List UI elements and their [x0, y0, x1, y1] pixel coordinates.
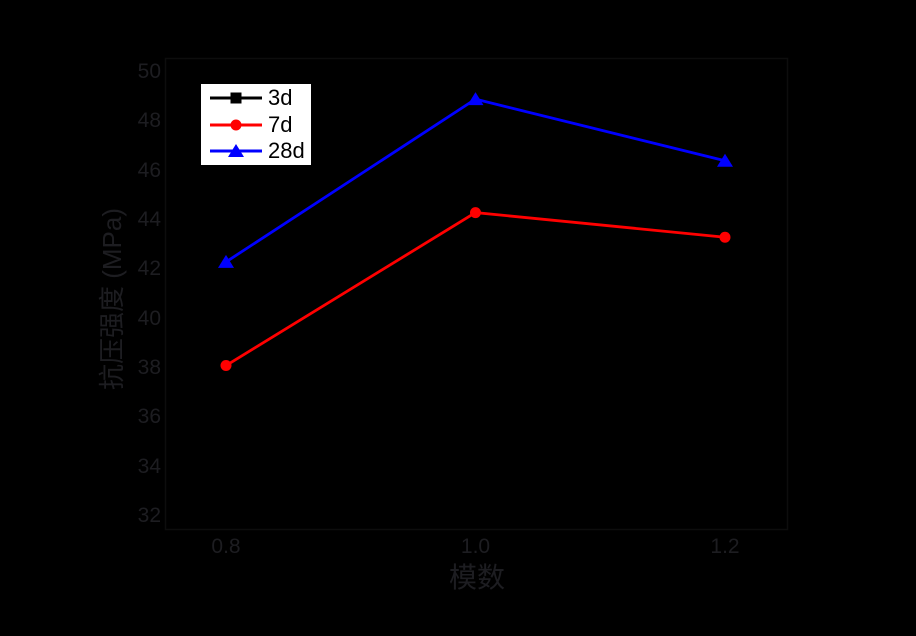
y-tick-label: 34 — [137, 454, 161, 478]
series-7d-marker-icon — [220, 360, 232, 372]
axis-frame — [164, 57, 789, 531]
legend-item-28d: 28d — [210, 138, 311, 164]
legend-sample-28d — [210, 144, 262, 158]
y-tick-label: 40 — [137, 306, 161, 330]
x-axis-title: 模数 — [448, 562, 505, 593]
series-28d-marker-icon — [467, 92, 484, 106]
series-line-7d — [225, 211, 726, 367]
y-tick-label: 36 — [137, 405, 161, 429]
legend-sample-3d — [210, 92, 262, 104]
y-tick-label: 42 — [137, 257, 161, 281]
legend-item-7d: 7d — [210, 112, 311, 138]
y-tick-label: 50 — [137, 60, 161, 83]
x-tick-label: 0.8 — [211, 535, 241, 558]
y-tick-label: 46 — [137, 158, 161, 182]
legend-3d-marker-icon — [230, 92, 242, 104]
x-tick-label: 1.2 — [710, 535, 740, 558]
series-28d-marker-icon — [218, 254, 234, 268]
y-tick-label: 44 — [137, 207, 161, 231]
y-tick-label: 32 — [137, 503, 161, 527]
legend-item-3d: 3d — [210, 85, 311, 111]
legend-7d-marker-icon — [230, 119, 242, 130]
x-tick-label: 1.0 — [460, 535, 491, 558]
series-7d-marker-icon — [719, 231, 731, 243]
legend-28d-marker-icon — [228, 144, 244, 158]
y-tick-label: 38 — [137, 355, 161, 379]
series-28d-marker-icon — [717, 153, 733, 167]
legend: 3d 7d 28d — [200, 83, 312, 166]
y-tick-label: 48 — [137, 109, 161, 133]
y-axis-title: 抗压强度 (MPa) — [97, 208, 127, 391]
legend-label: 28d — [268, 138, 305, 164]
legend-sample-7d — [210, 119, 262, 130]
legend-label: 3d — [268, 84, 293, 110]
series-7d-marker-icon — [470, 207, 481, 219]
legend-label: 7d — [268, 111, 293, 137]
